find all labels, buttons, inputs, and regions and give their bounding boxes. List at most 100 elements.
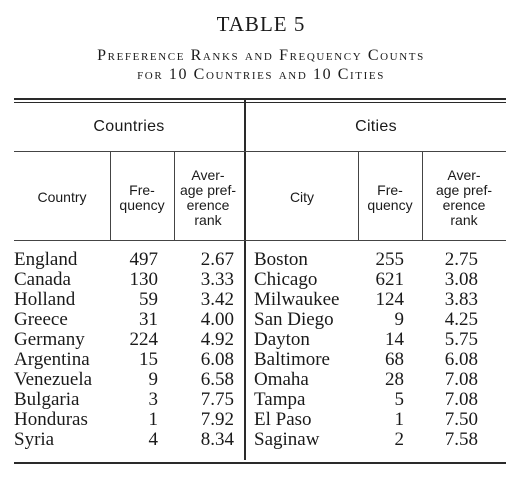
country-avg-rank: 3.33 [200, 269, 234, 290]
country-name: Bulgaria [14, 389, 80, 410]
avg-rank-line-3: erence [442, 197, 486, 213]
col-header-country-frequency: Fre- quency [110, 183, 174, 213]
column-header-rule [14, 240, 506, 241]
frequency-line-1: Fre- [129, 182, 155, 198]
country-avg-rank: 4.00 [200, 309, 234, 330]
table-caption-line-2: for 10 Countries and 10 Cities [137, 66, 385, 83]
city-avg-rank: 7.08 [444, 369, 478, 390]
country-frequency: 4 [148, 429, 159, 450]
city-avg-rank: 7.50 [444, 409, 478, 430]
city-frequency: 124 [375, 289, 405, 310]
table-label: TABLE 5 [216, 12, 306, 36]
country-frequency: 59 [139, 289, 158, 310]
city-avg-rank: 3.08 [444, 269, 478, 290]
bottom-rule [14, 462, 506, 464]
city-avg-rank: 4.25 [444, 309, 478, 330]
avg-rank-line-4: rank [194, 212, 222, 228]
frequency-line-2: quency [119, 197, 165, 213]
city-avg-rank: 3.83 [444, 289, 478, 310]
city-name: Chicago [254, 269, 318, 290]
city-name: El Paso [254, 409, 312, 430]
city-frequency: 2 [394, 429, 405, 450]
avg-rank-line-1: Aver- [191, 167, 225, 183]
country-avg-rank: 3.42 [200, 289, 234, 310]
city-frequency: 1 [394, 409, 405, 430]
country-avg-rank: 6.58 [200, 369, 234, 390]
table-row: Syria 4 8.34 Saginaw 2 7.58 [0, 430, 522, 450]
city-name: Dayton [254, 329, 310, 350]
city-frequency: 14 [385, 329, 404, 350]
city-name: Tampa [254, 389, 306, 410]
table-row: Germany 224 4.92 Dayton 14 5.75 [0, 330, 522, 350]
group-header-rule [14, 151, 506, 152]
table-row: Holland 59 3.42 Milwaukee 124 3.83 [0, 290, 522, 310]
city-name: Milwaukee [254, 289, 340, 310]
city-name: Omaha [254, 369, 309, 390]
col-header-country-avg-rank: Aver- age pref- erence rank [174, 168, 242, 228]
table-caption-line-1: Preference Ranks and Frequency Counts [97, 47, 425, 64]
table-row: Canada 130 3.33 Chicago 621 3.08 [0, 270, 522, 290]
frequency-line-2: quency [367, 197, 413, 213]
country-avg-rank: 8.34 [200, 429, 234, 450]
country-frequency: 1 [148, 409, 159, 430]
countries-group-header: Countries [93, 118, 165, 135]
country-avg-rank: 2.67 [200, 249, 234, 270]
city-avg-rank: 5.75 [444, 329, 478, 350]
country-name: Syria [14, 429, 55, 450]
frequency-line-1: Fre- [377, 182, 403, 198]
col-header-city-avg-rank: Aver- age pref- erence rank [422, 168, 506, 228]
city-frequency: 68 [385, 349, 404, 370]
table-row: Argentina 15 6.08 Baltimore 68 6.08 [0, 350, 522, 370]
city-frequency: 28 [385, 369, 404, 390]
city-frequency: 9 [394, 309, 405, 330]
table-row: Greece 31 4.00 San Diego 9 4.25 [0, 310, 522, 330]
col-header-city-frequency: Fre- quency [358, 183, 422, 213]
city-avg-rank: 7.08 [444, 389, 478, 410]
col-header-country: Country [37, 189, 87, 205]
top-rule [14, 98, 506, 100]
city-name: San Diego [254, 309, 334, 330]
avg-rank-line-1: Aver- [447, 167, 481, 183]
country-frequency: 15 [139, 349, 158, 370]
col-divider-left-1 [110, 152, 111, 240]
col-divider-right-2 [422, 152, 423, 240]
country-avg-rank: 7.75 [200, 389, 234, 410]
country-name: Honduras [14, 409, 88, 430]
table-row: Bulgaria 3 7.75 Tampa 5 7.08 [0, 390, 522, 410]
city-name: Boston [254, 249, 308, 270]
country-avg-rank: 4.92 [200, 329, 234, 350]
center-divider [244, 100, 246, 460]
country-frequency: 130 [129, 269, 159, 290]
avg-rank-line-2: age pref- [435, 182, 493, 198]
city-avg-rank: 7.58 [444, 429, 478, 450]
top-rule-inner [14, 102, 506, 103]
country-name: Holland [14, 289, 76, 310]
city-name: Baltimore [254, 349, 330, 370]
col-header-city: City [289, 189, 315, 205]
table-row: Honduras 1 7.92 El Paso 1 7.50 [0, 410, 522, 430]
avg-rank-line-3: erence [186, 197, 230, 213]
city-avg-rank: 2.75 [444, 249, 478, 270]
avg-rank-line-2: age pref- [179, 182, 237, 198]
country-name: Argentina [14, 349, 90, 370]
country-frequency: 224 [129, 329, 159, 350]
col-divider-left-2 [174, 152, 175, 240]
country-avg-rank: 7.92 [200, 409, 234, 430]
table-row: England 497 2.67 Boston 255 2.75 [0, 250, 522, 270]
country-name: Venezuela [14, 369, 93, 390]
city-avg-rank: 6.08 [444, 349, 478, 370]
country-name: England [14, 249, 78, 270]
country-frequency: 3 [148, 389, 159, 410]
city-frequency: 5 [394, 389, 405, 410]
city-frequency: 255 [375, 249, 405, 270]
city-frequency: 621 [375, 269, 405, 290]
col-divider-right-1 [358, 152, 359, 240]
country-name: Canada [14, 269, 71, 290]
table-row: Venezuela 9 6.58 Omaha 28 7.08 [0, 370, 522, 390]
avg-rank-line-4: rank [450, 212, 478, 228]
country-name: Greece [14, 309, 68, 330]
country-name: Germany [14, 329, 85, 350]
country-avg-rank: 6.08 [200, 349, 234, 370]
country-frequency: 497 [129, 249, 159, 270]
